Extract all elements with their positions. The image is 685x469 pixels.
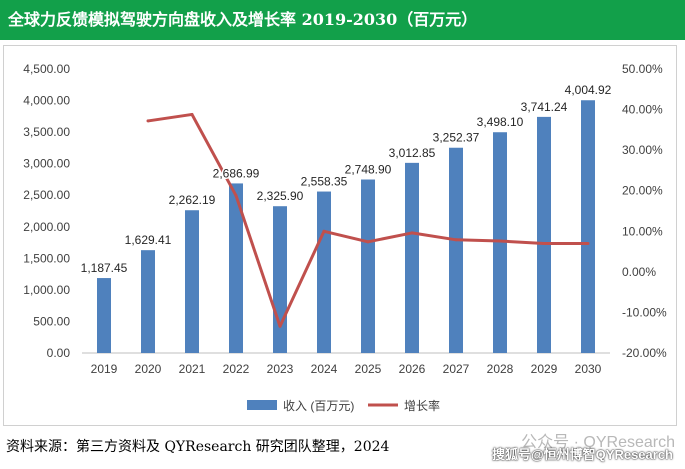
growth-point: [234, 194, 238, 198]
y-right-tick-label: 50.00%: [622, 62, 663, 76]
x-tick-label: 2020: [135, 362, 162, 376]
growth-point: [190, 112, 194, 116]
bar: [493, 132, 507, 353]
y-right-tick-label: 30.00%: [622, 143, 663, 157]
bar-data-label: 3,498.10: [477, 115, 524, 129]
y-left-tick-label: 3,000.00: [23, 157, 70, 171]
bar-data-label: 2,558.35: [301, 175, 348, 189]
growth-point: [586, 241, 590, 245]
growth-point: [498, 239, 502, 243]
x-tick-label: 2024: [311, 362, 338, 376]
x-tick-label: 2025: [355, 362, 382, 376]
y-right-tick-label: -20.00%: [622, 346, 667, 360]
chart-title: 全球力反馈模拟驾驶方向盘收入及增长率 2019-2030（百万元）: [0, 0, 685, 40]
bar: [273, 206, 287, 353]
y-left-tick-label: 4,000.00: [23, 94, 70, 108]
bar-data-label: 2,262.19: [169, 193, 216, 207]
x-tick-label: 2030: [575, 362, 602, 376]
y-right-tick-label: 10.00%: [622, 224, 663, 238]
bar-data-label: 1,629.41: [125, 233, 172, 247]
bar-data-label: 3,012.85: [389, 146, 436, 160]
y-left-tick-label: 3,500.00: [23, 125, 70, 139]
y-left-tick-label: 4,500.00: [23, 62, 70, 76]
legend-bar-swatch: [247, 400, 277, 410]
bar: [229, 183, 243, 353]
bar-data-label: 3,252.37: [433, 131, 480, 145]
watermark: 公众号 · QYResearch: [521, 434, 675, 451]
y-left-tick-label: 1,000.00: [23, 283, 70, 297]
bar-data-label: 1,187.45: [81, 261, 128, 275]
bar: [581, 100, 595, 353]
x-tick-label: 2026: [399, 362, 426, 376]
y-left-tick-label: 2,000.00: [23, 220, 70, 234]
x-tick-label: 2027: [443, 362, 470, 376]
source-note: 资料来源：第三方资料及 QYResearch 研究团队整理，2024: [6, 439, 390, 455]
x-tick-label: 2023: [267, 362, 294, 376]
x-tick-label: 2029: [531, 362, 558, 376]
bar-data-label: 4,004.92: [565, 83, 612, 97]
x-tick-label: 2028: [487, 362, 514, 376]
chart-svg: 0.00 500.00 1,000.00 1,500.00 2,000.00 2,500.…: [23, 62, 667, 413]
bar: [141, 250, 155, 353]
growth-point: [454, 238, 458, 242]
y-left-tick-label: 2,500.00: [23, 188, 70, 202]
x-tick-label: 2022: [223, 362, 250, 376]
y-right-tick-label: 40.00%: [622, 103, 663, 117]
y-left-tick-label: 1,500.00: [23, 251, 70, 265]
bar: [317, 191, 331, 353]
legend-bar-label: 收入 (百万元): [283, 399, 354, 413]
y-right-tick-label: 20.00%: [622, 184, 663, 198]
y-right-tick-label: 0.00%: [622, 265, 656, 279]
growth-point: [366, 240, 370, 244]
bar: [185, 210, 199, 353]
y-left-tick-label: 500.00: [33, 314, 70, 328]
bar-data-label: 3,741.24: [521, 100, 568, 114]
growth-point: [410, 231, 414, 235]
chart-area: 0.00 500.00 1,000.00 1,500.00 2,000.00 2,500.…: [3, 45, 677, 426]
watermark-overlay: 搜狐号@恒州博智QYResearch: [492, 447, 673, 462]
y-left-tick-label: 0.00: [47, 346, 71, 360]
growth-point: [278, 324, 282, 328]
y-right-tick-label: -10.00%: [622, 305, 667, 319]
growth-point: [542, 241, 546, 245]
growth-point: [322, 229, 326, 233]
bar-data-label: 2,748.90: [345, 163, 392, 177]
bar-data-label: 2,686.99: [213, 166, 260, 180]
legend-line-label: 增长率: [404, 398, 440, 413]
growth-point: [146, 119, 150, 123]
x-tick-label: 2019: [91, 362, 118, 376]
bar: [97, 278, 111, 353]
x-tick-label: 2021: [179, 362, 206, 376]
bar: [449, 147, 463, 353]
bar: [405, 162, 419, 353]
bar: [537, 116, 551, 353]
bar-data-label: 2,325.90: [257, 189, 304, 203]
bar: [361, 179, 375, 353]
